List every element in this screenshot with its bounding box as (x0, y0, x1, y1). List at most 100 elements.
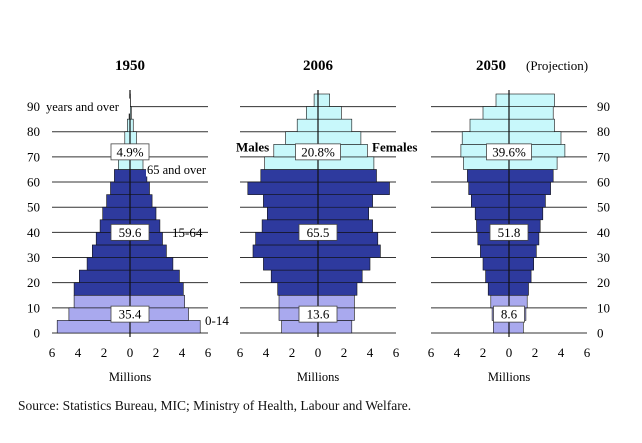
bar-male (92, 244, 131, 258)
working-age-band-label: 15-64 (172, 225, 203, 240)
bar-male (480, 244, 510, 258)
y-tick-label: 40 (597, 225, 610, 240)
bar-female (508, 118, 555, 133)
x-tick-label: 2 (289, 345, 296, 360)
share-box (295, 143, 341, 161)
x-tick-label: 4 (263, 345, 270, 360)
share-box (298, 305, 338, 323)
y-tick-label: 50 (27, 200, 40, 215)
x-tick-label: 6 (393, 345, 400, 360)
bar-male (263, 257, 319, 271)
share-label: 35.4 (119, 307, 142, 322)
bar-female (317, 282, 358, 296)
share-label: 8.6 (501, 307, 518, 322)
bar-female (129, 131, 137, 145)
bar-male (86, 257, 131, 271)
bar-female (317, 257, 371, 271)
y-tick-label: 70 (597, 149, 610, 164)
panel-subtitle: (Projection) (526, 58, 588, 73)
bar-male (305, 106, 319, 120)
bar-male (266, 206, 319, 221)
bar-female (508, 131, 562, 145)
old-age-band-label: 65 and over (147, 163, 207, 177)
bar-male (102, 206, 131, 221)
y-tick-label: 80 (597, 124, 610, 139)
bar-female (508, 169, 554, 183)
bar-male (495, 93, 510, 107)
bar-female (317, 106, 342, 120)
y-tick-label: 50 (597, 200, 610, 215)
bar-female (317, 181, 390, 195)
share-box (493, 305, 525, 323)
bar-male (110, 181, 131, 195)
bar-male (469, 118, 510, 133)
label-backdrop (146, 161, 220, 177)
x-tick-label: 0 (506, 345, 513, 360)
bar-male (468, 181, 510, 195)
x-axis-label: Millions (488, 370, 531, 384)
bar-male (114, 169, 131, 183)
x-tick-label: 6 (49, 345, 56, 360)
bar-male (296, 118, 319, 133)
x-tick-label: 6 (205, 345, 212, 360)
x-tick-label: 4 (367, 345, 374, 360)
x-tick-label: 6 (584, 345, 591, 360)
y-tick-label: 60 (27, 175, 40, 190)
bar-female (129, 194, 153, 208)
bar-female (129, 269, 180, 283)
bar-male (470, 194, 510, 208)
bar-male (270, 269, 319, 283)
y-tick-label: 10 (597, 300, 610, 315)
bar-female (508, 282, 529, 296)
bar-female (508, 269, 532, 283)
y-tick-label: 70 (27, 149, 40, 164)
bar-female (317, 169, 377, 183)
top-age-label: years and over (46, 100, 120, 114)
bar-male (124, 131, 131, 145)
bar-male (467, 169, 510, 183)
source-note: Source: Statistics Bureau, MIC; Ministry… (18, 398, 411, 413)
bar-male (482, 106, 510, 120)
share-box (298, 223, 338, 241)
label-backdrop (42, 98, 130, 114)
bar-female (317, 206, 370, 221)
y-tick-label: 30 (597, 250, 610, 265)
panel-title: 2006 (303, 58, 334, 74)
bar-female (317, 118, 353, 133)
y-tick-label: 90 (27, 99, 40, 114)
x-tick-label: 2 (480, 345, 487, 360)
bar-male (79, 269, 131, 283)
females-label: Females (372, 139, 417, 154)
young-age-band-label: 0-14 (205, 313, 229, 328)
share-label: 59.6 (119, 225, 142, 240)
bar-female (129, 181, 150, 195)
x-tick-label: 4 (558, 345, 565, 360)
x-tick-label: 0 (315, 345, 322, 360)
y-tick-label: 30 (27, 250, 40, 265)
share-label: 39.6% (492, 144, 526, 159)
bar-male (285, 131, 319, 145)
bar-female (508, 194, 546, 208)
y-tick-label: 10 (27, 300, 40, 315)
x-tick-label: 4 (75, 345, 82, 360)
x-tick-label: 4 (454, 345, 461, 360)
males-label: Males (236, 139, 269, 154)
bar-female (129, 282, 184, 296)
bar-male (482, 257, 510, 271)
x-tick-label: 0 (127, 345, 134, 360)
share-label: 13.6 (307, 307, 330, 322)
bar-female (508, 244, 537, 258)
bar-male (461, 131, 510, 145)
share-box (110, 223, 150, 241)
pyramid-panel-2006: 2006 6 4 2 0 2 4 6 Millions 13.6 65.5 20.8% Males Fem… (236, 58, 417, 384)
share-box (110, 143, 150, 161)
bar-male (106, 194, 131, 208)
x-tick-label: 2 (153, 345, 160, 360)
share-label: 4.9% (116, 144, 143, 159)
bar-male (474, 206, 510, 221)
x-axis-label: Millions (297, 370, 340, 384)
y-tick-label: 90 (597, 99, 610, 114)
bar-male (277, 282, 319, 296)
x-tick-label: 2 (341, 345, 348, 360)
